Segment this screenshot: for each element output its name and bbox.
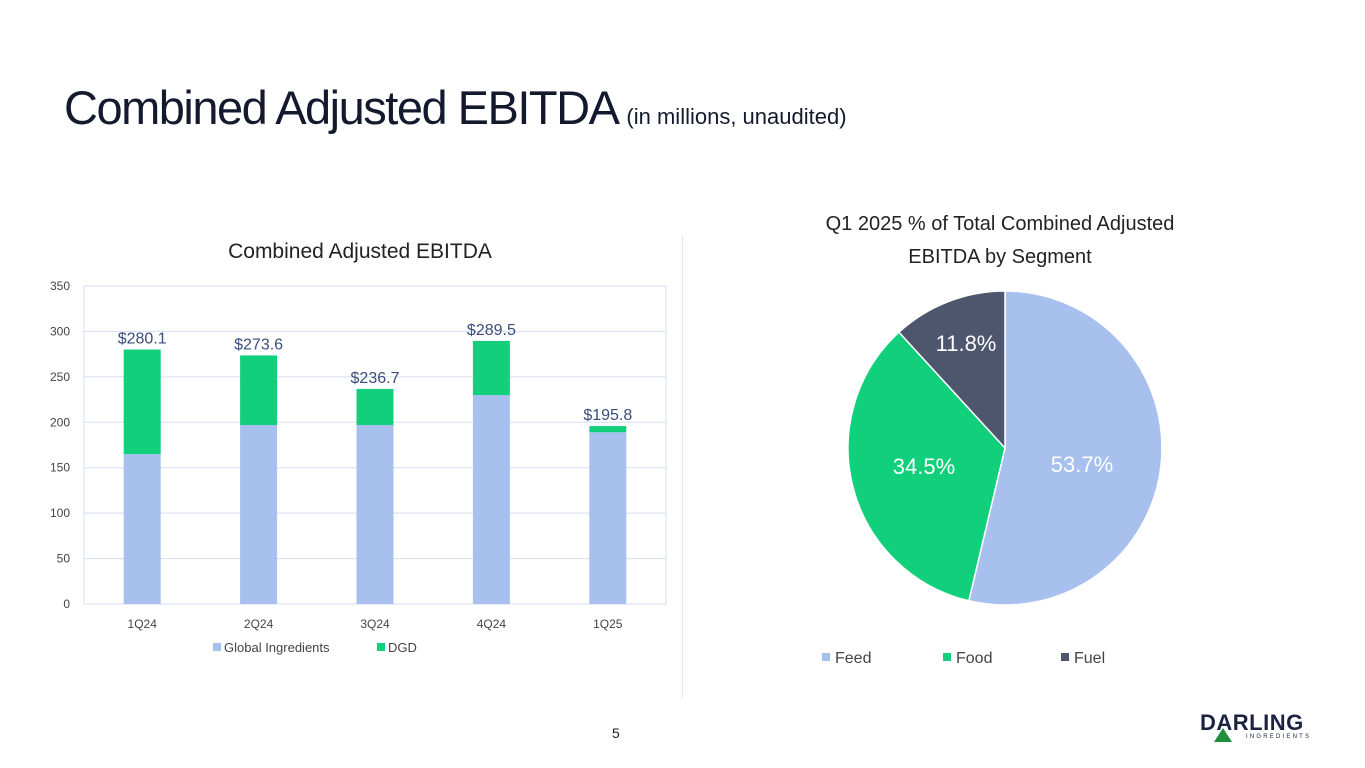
page-number: 5 bbox=[612, 725, 620, 741]
logo-leaf-icon bbox=[1214, 728, 1232, 742]
x-tick-label: 1Q24 bbox=[128, 617, 158, 631]
bar-global-ingredients bbox=[589, 432, 627, 604]
pie-slice-food bbox=[847, 331, 1006, 602]
legend-label-global-ingredients: Global Ingredients bbox=[224, 640, 330, 655]
company-logo: DARLING INGREDIENTS bbox=[1198, 710, 1310, 744]
legend-swatch bbox=[213, 643, 221, 651]
pie-legend-label-food: Food bbox=[956, 650, 992, 667]
bar-total-label: $236.7 bbox=[351, 370, 400, 387]
pie-slice-feed bbox=[967, 290, 1163, 606]
y-tick-label: 250 bbox=[50, 370, 70, 384]
y-tick-label: 150 bbox=[50, 461, 70, 475]
pie-legend-swatch bbox=[1061, 653, 1069, 661]
y-tick-label: 300 bbox=[50, 324, 70, 338]
pie-chart-title-line: EBITDA by Segment bbox=[908, 246, 1092, 268]
column-divider bbox=[682, 236, 683, 698]
legend-swatch bbox=[377, 643, 385, 651]
bar-total-label: $195.8 bbox=[583, 407, 632, 424]
y-tick-label: 100 bbox=[50, 506, 70, 520]
legend-label-dgd: DGD bbox=[388, 640, 417, 655]
bar-dgd bbox=[240, 355, 278, 426]
x-tick-label: 3Q24 bbox=[360, 617, 390, 631]
pie-slice-fuel bbox=[897, 290, 1006, 450]
title-subtitle: (in millions, unaudited) bbox=[626, 104, 847, 129]
bar-global-ingredients bbox=[472, 395, 510, 604]
bar-chart-title: Combined Adjusted EBITDA bbox=[228, 240, 492, 263]
bar-global-ingredients bbox=[123, 454, 161, 604]
pie-legend-swatch bbox=[943, 653, 951, 661]
bar-dgd bbox=[589, 426, 627, 433]
slide-title: Combined Adjusted EBITDA (in millions, un… bbox=[64, 80, 847, 135]
y-tick-label: 0 bbox=[63, 597, 70, 611]
pie-value-label: 53.7% bbox=[1051, 452, 1113, 477]
x-tick-label: 1Q25 bbox=[593, 617, 623, 631]
bar-total-label: $289.5 bbox=[467, 322, 516, 339]
bar-global-ingredients bbox=[240, 425, 278, 604]
title-main: Combined Adjusted EBITDA bbox=[64, 81, 620, 134]
bar-total-label: $280.1 bbox=[118, 331, 167, 348]
bar-dgd bbox=[472, 340, 510, 396]
bar-global-ingredients bbox=[356, 425, 394, 604]
pie-value-label: 11.8% bbox=[936, 331, 997, 356]
pie-legend-swatch bbox=[822, 653, 830, 661]
logo-tagline: INGREDIENTS bbox=[1246, 734, 1312, 740]
bar-dgd bbox=[356, 388, 394, 426]
y-tick-label: 200 bbox=[50, 415, 70, 429]
pie-legend-label-fuel: Fuel bbox=[1074, 650, 1105, 667]
x-tick-label: 4Q24 bbox=[477, 617, 507, 631]
bar-dgd bbox=[123, 349, 161, 455]
x-tick-label: 2Q24 bbox=[244, 617, 274, 631]
pie-chart-title-line: Q1 2025 % of Total Combined Adjusted bbox=[826, 213, 1175, 235]
bar-total-label: $273.6 bbox=[234, 336, 283, 353]
y-tick-label: 50 bbox=[57, 552, 71, 566]
y-tick-label: 350 bbox=[50, 279, 70, 293]
pie-legend-label-feed: Feed bbox=[835, 650, 871, 667]
pie-value-label: 34.5% bbox=[893, 454, 955, 479]
